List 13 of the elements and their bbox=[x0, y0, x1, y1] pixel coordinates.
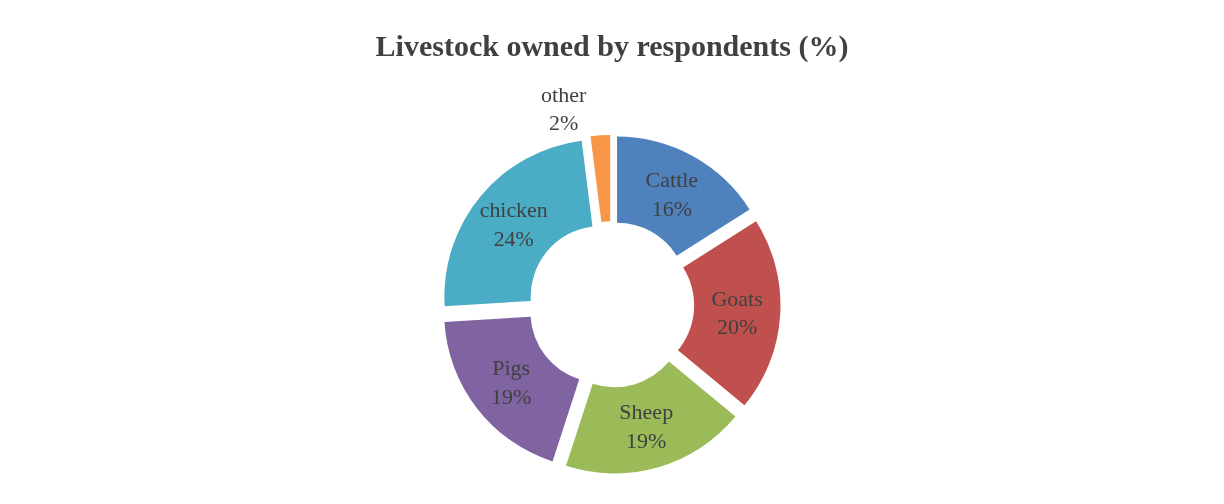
slice-label: Cattle bbox=[645, 166, 699, 192]
data-label: 19% bbox=[491, 383, 532, 409]
slice-label: other bbox=[541, 81, 587, 107]
chart-title: Livestock owned by respondents (%) bbox=[375, 29, 849, 64]
slice-label: chicken bbox=[479, 198, 548, 223]
data-label: 2% bbox=[549, 110, 579, 136]
slice-label: Goats bbox=[711, 285, 763, 311]
data-label: 16% bbox=[651, 195, 693, 221]
data-label: 19% bbox=[626, 427, 667, 453]
slice-label: Sheep bbox=[619, 399, 674, 425]
slice-label: Pigs bbox=[492, 355, 531, 381]
data-label: 20% bbox=[716, 314, 758, 340]
data-label: 24% bbox=[493, 226, 534, 251]
